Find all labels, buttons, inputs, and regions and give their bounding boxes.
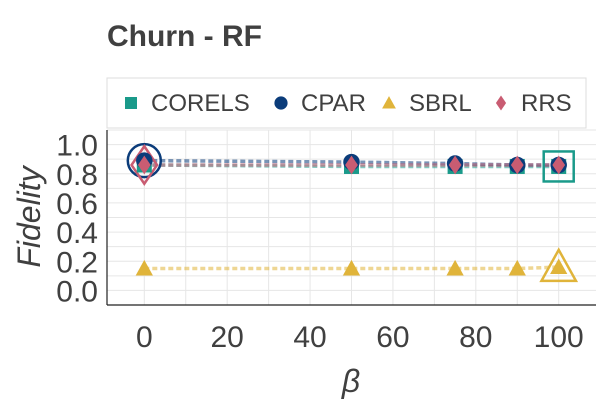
data-point-rrs bbox=[345, 155, 358, 175]
series-lines bbox=[144, 158, 559, 271]
x-tick-label: 40 bbox=[293, 321, 326, 354]
data-point-sbrl bbox=[508, 259, 526, 276]
data-point-rrs bbox=[137, 155, 151, 175]
series-line-sbrl bbox=[144, 265, 559, 271]
y-tick-label: 0.0 bbox=[56, 275, 98, 308]
legend-label-sbrl: SBRL bbox=[409, 90, 472, 117]
x-tick-label: 60 bbox=[376, 321, 409, 354]
data-point-rrs bbox=[510, 155, 524, 175]
legend-label-cpar: CPAR bbox=[301, 90, 366, 117]
data-point-rrs bbox=[448, 155, 462, 175]
data-point-rrs bbox=[552, 155, 566, 175]
y-tick-labels: 0.00.20.40.60.81.0 bbox=[56, 130, 98, 309]
data-point-sbrl bbox=[135, 259, 153, 276]
legend-box bbox=[106, 77, 587, 129]
legend-marker-rrs bbox=[495, 95, 507, 111]
legend-marker-corels bbox=[125, 97, 137, 109]
y-tick-label: 0.4 bbox=[56, 217, 98, 250]
x-axis-label: β bbox=[341, 363, 360, 399]
y-tick-label: 1.0 bbox=[56, 130, 98, 163]
legend: CORELS CPAR SBRL RRS bbox=[106, 77, 587, 129]
best-marker-corels bbox=[542, 150, 575, 183]
legend-label-corels: CORELS bbox=[151, 90, 250, 117]
x-tick-label: 0 bbox=[136, 321, 153, 354]
x-tick-label: 100 bbox=[534, 321, 584, 354]
data-point-sbrl bbox=[446, 259, 464, 276]
y-tick-label: 0.8 bbox=[56, 159, 98, 192]
data-point-sbrl bbox=[550, 258, 568, 274]
data-point-sbrl bbox=[342, 259, 361, 276]
legend-label-rrs: RRS bbox=[521, 90, 572, 117]
best-highlights bbox=[126, 142, 579, 283]
x-tick-labels: 0 20 40 60 80 100 bbox=[136, 321, 584, 354]
legend-marker-cpar bbox=[274, 96, 288, 110]
y-axis-label: Fidelity bbox=[11, 164, 47, 267]
chart-title: Churn - RF bbox=[107, 20, 262, 53]
y-tick-label: 0.2 bbox=[56, 246, 98, 279]
plot-area bbox=[106, 129, 596, 306]
y-tick-label: 0.6 bbox=[56, 188, 98, 221]
grid bbox=[107, 129, 596, 305]
best-marker-rrs bbox=[130, 144, 159, 186]
series-markers bbox=[135, 152, 568, 276]
x-tick-label: 20 bbox=[210, 321, 243, 354]
x-tick-label: 80 bbox=[459, 321, 492, 354]
legend-marker-sbrl bbox=[382, 96, 396, 109]
best-marker-sbrl bbox=[539, 247, 579, 283]
